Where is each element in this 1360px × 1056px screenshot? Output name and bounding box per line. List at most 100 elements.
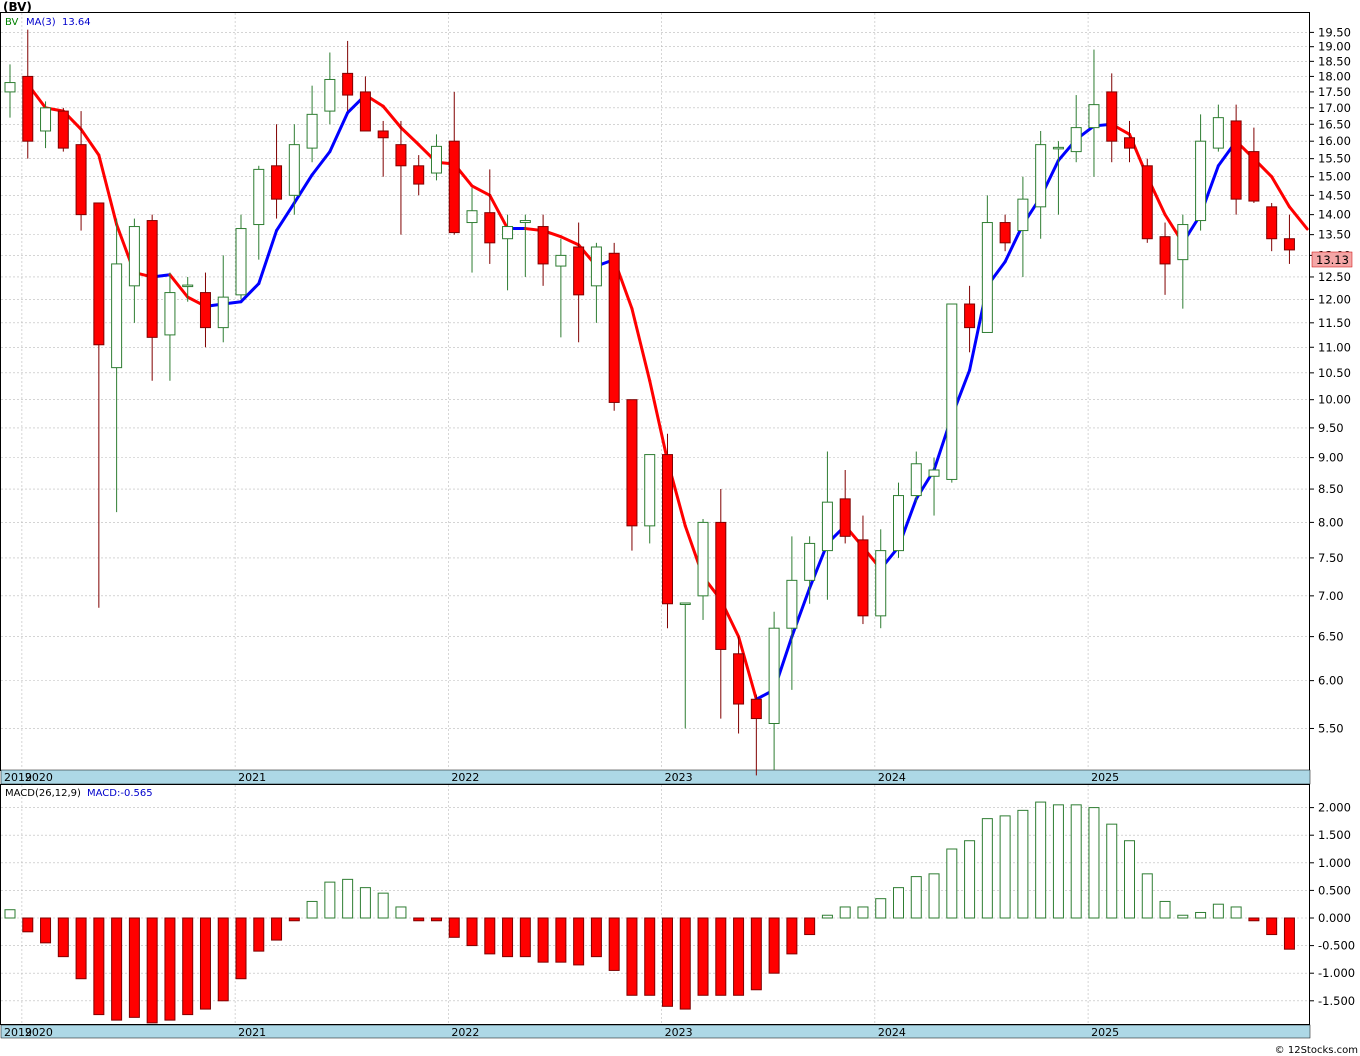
candle-body: [1283, 238, 1295, 251]
macd-bar: [430, 917, 442, 922]
macd-bar: [875, 898, 887, 919]
macd-bar: [1141, 873, 1153, 919]
candle-body: [839, 498, 851, 537]
x-axis-year-label: 2021: [238, 771, 266, 784]
macd-bar: [733, 917, 745, 996]
price-tick-label: 11.00: [1318, 340, 1351, 354]
macd-bar: [768, 917, 780, 974]
macd-bar: [288, 917, 300, 922]
candle: [235, 214, 247, 300]
price-tick-label: 6.50: [1318, 630, 1344, 644]
price-tick-label: 16.50: [1318, 117, 1351, 131]
macd-bar: [821, 914, 833, 919]
macd-bar: [1283, 917, 1295, 950]
macd-bar: [1052, 804, 1064, 919]
macd-bar: [1230, 906, 1242, 919]
candle-body: [857, 539, 869, 617]
candle-body: [111, 263, 123, 369]
candle: [964, 285, 976, 353]
macd-bar: [111, 917, 123, 1021]
candle: [1070, 95, 1082, 163]
macd-bar: [1035, 801, 1047, 919]
macd-histogram: [4, 801, 1295, 1024]
candle: [288, 124, 300, 215]
candle: [590, 242, 602, 323]
macd-bar: [590, 917, 602, 958]
candle: [519, 214, 531, 277]
macd-bar: [981, 818, 993, 919]
candle-body: [1088, 104, 1100, 129]
candle: [271, 124, 283, 219]
candle: [128, 218, 140, 323]
price-tick-label: 5.50: [1318, 721, 1344, 735]
macd-bar: [4, 909, 16, 919]
candle-body: [608, 252, 620, 403]
candle-body: [644, 454, 656, 527]
macd-bar: [1266, 917, 1278, 936]
candle: [306, 85, 318, 163]
candle: [111, 218, 123, 513]
macd-bar: [644, 917, 656, 996]
x-axis-year-label: 2019: [4, 771, 32, 784]
last-price-label: 13.13: [1316, 253, 1349, 267]
macd-bar: [786, 917, 798, 955]
candle: [910, 451, 922, 503]
macd-bar: [22, 917, 34, 933]
candle: [1088, 49, 1100, 177]
candle-body: [466, 210, 478, 224]
macd-bar: [555, 917, 567, 963]
candle: [146, 214, 158, 381]
candle: [715, 489, 727, 719]
candle-body: [661, 454, 673, 605]
price-tick-label: 10.00: [1318, 393, 1351, 407]
macd-bar: [40, 917, 52, 944]
price-tick-label: 16.00: [1318, 134, 1351, 148]
macd-bar: [715, 917, 727, 996]
last-price-tag: [1311, 251, 1353, 268]
candle: [22, 29, 34, 159]
macd-legend-label: MACD(26,12,9): [5, 788, 81, 799]
ma3-segment: [239, 282, 261, 304]
price-tick-label: 9.50: [1318, 421, 1344, 435]
candle-body: [946, 303, 958, 480]
macd-bar: [146, 917, 158, 1024]
x-axis-year-label: 2023: [665, 771, 693, 784]
price-tick-label: 7.50: [1318, 551, 1344, 565]
price-tick-label: 17.00: [1318, 101, 1351, 115]
macd-bar: [946, 848, 958, 919]
macd-bar: [804, 917, 816, 936]
candle-body: [288, 144, 300, 196]
ma3-segment: [257, 229, 279, 286]
candle-body: [271, 165, 283, 200]
candle: [1177, 214, 1189, 309]
macd-bar: [306, 900, 318, 919]
candle-body: [395, 144, 407, 167]
candle: [430, 134, 442, 181]
candle-body: [910, 463, 922, 497]
candle: [661, 433, 673, 629]
candle-body: [182, 284, 194, 288]
ma3-segment: [381, 104, 403, 130]
ma3-segment: [79, 127, 101, 157]
price-tick-label: 19.50: [1318, 25, 1351, 39]
candle-body: [679, 602, 691, 606]
candle: [1141, 158, 1153, 243]
candle: [342, 40, 354, 112]
candle-body: [697, 521, 709, 597]
candle: [484, 169, 496, 264]
candle: [875, 529, 887, 629]
candle-body: [768, 627, 780, 724]
macd-bar: [217, 917, 229, 1002]
price-tick-label: 18.50: [1318, 54, 1351, 68]
macd-bar: [271, 917, 283, 941]
macd-bar: [93, 917, 105, 1016]
candle: [697, 518, 709, 620]
x-axis-year-label: 2020: [25, 771, 53, 784]
candle-body: [804, 542, 816, 581]
ma3-segment: [310, 150, 332, 177]
macd-tick-label: -0.500: [1318, 939, 1355, 953]
price-tick-label: 14.00: [1318, 208, 1351, 222]
candle-body: [146, 220, 158, 338]
candle: [164, 272, 176, 381]
price-tick-label: 18.00: [1318, 69, 1351, 83]
